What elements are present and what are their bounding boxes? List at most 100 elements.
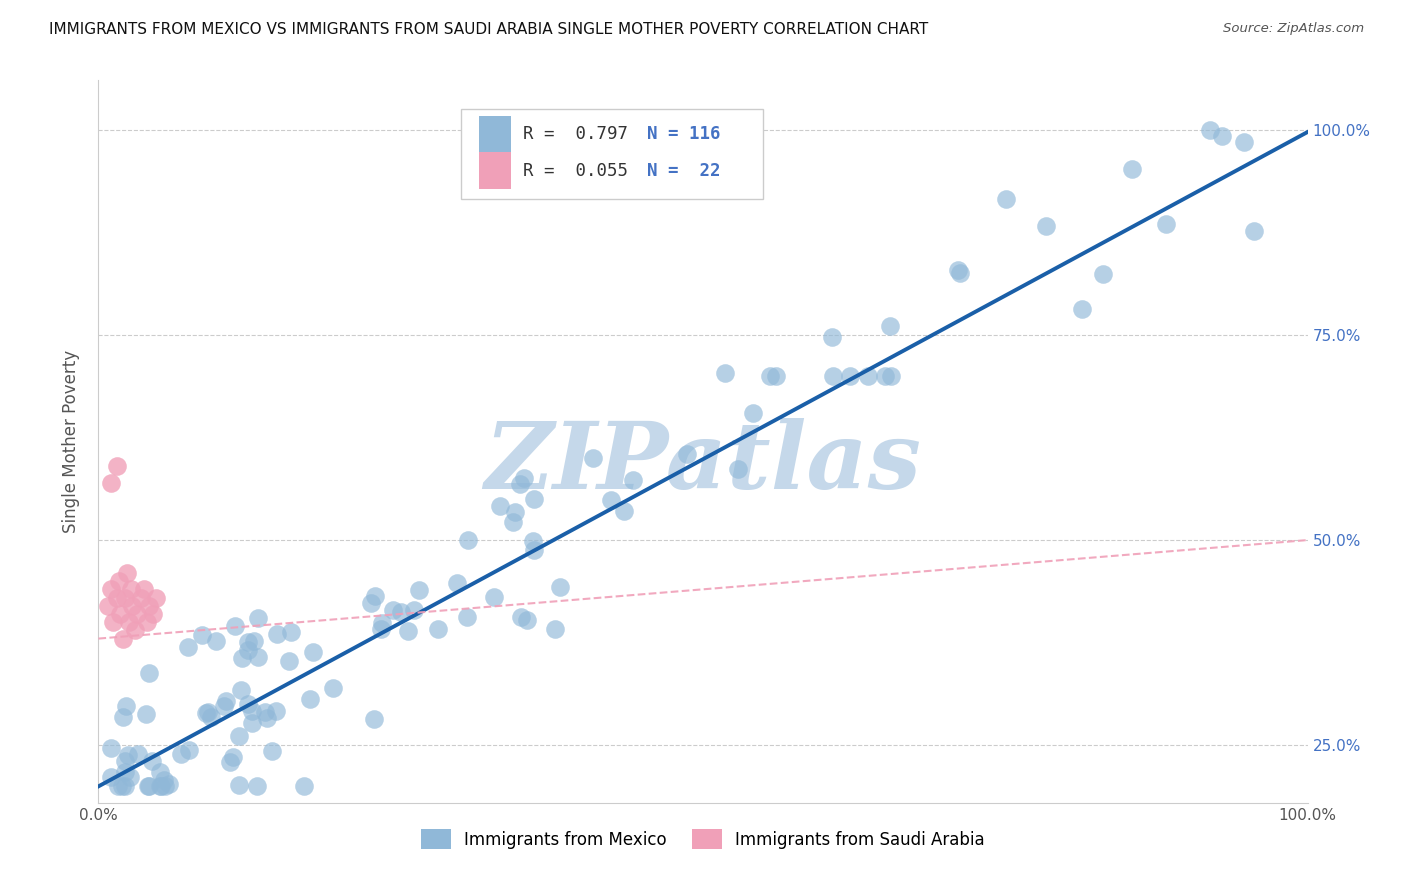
Point [523, 542, 546, 557]
Point [292, 780, 315, 794]
Point [108, 574, 131, 588]
Point [107, 780, 129, 794]
Text: Source: ZipAtlas.com: Source: ZipAtlas.com [1223, 22, 1364, 36]
Point [177, 640, 200, 654]
Point [152, 773, 174, 788]
Point [138, 665, 160, 680]
Point [138, 780, 160, 794]
Point [222, 749, 245, 764]
Point [457, 533, 479, 548]
Point [246, 611, 269, 625]
Point [115, 699, 138, 714]
Point [544, 622, 567, 636]
Point [134, 582, 156, 597]
Point [1035, 219, 1057, 233]
Point [215, 694, 238, 708]
Point [880, 368, 903, 383]
Point [396, 624, 419, 639]
Point [148, 780, 170, 794]
Point [260, 744, 283, 758]
Point [408, 582, 430, 597]
Point [254, 705, 277, 719]
Point [522, 491, 544, 506]
Point [117, 566, 139, 580]
Point [509, 476, 531, 491]
Point [456, 610, 478, 624]
Point [363, 712, 385, 726]
Point [224, 619, 246, 633]
Point [197, 706, 219, 720]
Point [120, 770, 142, 784]
Point [238, 643, 260, 657]
Point [114, 754, 136, 768]
Point [111, 780, 134, 794]
Point [256, 711, 278, 725]
Point [231, 651, 253, 665]
Point [838, 368, 860, 383]
Point [823, 368, 845, 383]
Point [112, 710, 135, 724]
Point [177, 743, 200, 757]
Text: ZIPatlas: ZIPatlas [485, 418, 921, 508]
Point [600, 493, 623, 508]
Point [364, 589, 387, 603]
Point [149, 764, 172, 779]
Point [124, 624, 146, 638]
Point [236, 635, 259, 649]
Point [145, 591, 167, 605]
Point [621, 473, 644, 487]
Point [153, 780, 176, 794]
Point [105, 459, 128, 474]
Point [205, 633, 228, 648]
Point [135, 615, 157, 630]
Point [613, 503, 636, 517]
Point [873, 368, 896, 383]
Point [114, 765, 136, 780]
Point [129, 591, 152, 605]
Point [212, 699, 235, 714]
Point [231, 682, 253, 697]
Text: IMMIGRANTS FROM MEXICO VS IMMIGRANTS FROM SAUDI ARABIA SINGLE MOTHER POVERTY COR: IMMIGRANTS FROM MEXICO VS IMMIGRANTS FRO… [49, 22, 928, 37]
Point [879, 318, 901, 333]
Point [200, 709, 222, 723]
Point [127, 747, 149, 762]
Point [509, 609, 531, 624]
Point [995, 193, 1018, 207]
Point [242, 715, 264, 730]
Point [522, 533, 544, 548]
Point [713, 366, 735, 380]
Point [100, 475, 122, 490]
Point [100, 770, 122, 784]
FancyBboxPatch shape [461, 109, 763, 200]
Point [142, 607, 165, 621]
Point [516, 613, 538, 627]
Point [264, 705, 287, 719]
Point [371, 615, 394, 630]
Point [101, 615, 124, 630]
Point [100, 582, 122, 597]
Point [240, 704, 263, 718]
Point [427, 623, 450, 637]
Point [121, 599, 143, 613]
Point [149, 780, 172, 794]
Point [513, 471, 536, 485]
Legend: Immigrants from Mexico, Immigrants from Saudi Arabia: Immigrants from Mexico, Immigrants from … [415, 822, 991, 856]
Point [389, 605, 412, 619]
Point [117, 747, 139, 762]
Point [118, 615, 141, 630]
Point [105, 591, 128, 605]
FancyBboxPatch shape [479, 116, 510, 153]
Text: N = 116: N = 116 [647, 126, 721, 144]
Point [135, 707, 157, 722]
Point [157, 777, 180, 791]
Point [228, 730, 250, 744]
Point [1211, 129, 1233, 144]
Point [765, 368, 787, 383]
Point [111, 632, 134, 646]
Y-axis label: Single Mother Poverty: Single Mother Poverty [62, 350, 80, 533]
FancyBboxPatch shape [479, 152, 510, 189]
Point [404, 603, 426, 617]
Point [1233, 135, 1256, 149]
Point [1121, 161, 1143, 176]
Point [1154, 217, 1177, 231]
